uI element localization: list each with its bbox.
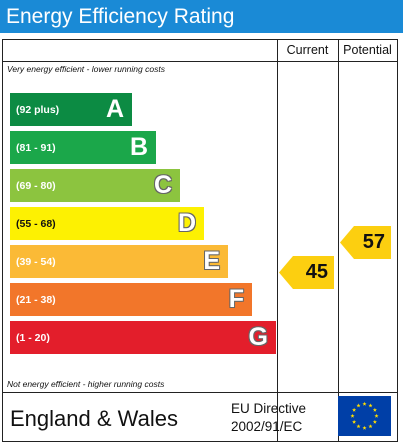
flag-star: [362, 401, 367, 406]
band-range-label: (1 - 20): [16, 331, 50, 344]
band-b: (81 - 91) B: [10, 131, 156, 164]
divider: [3, 61, 397, 62]
band-letter: G: [248, 323, 268, 351]
band-c: (69 - 80) C: [10, 169, 180, 202]
band-g: (1 - 20) G: [10, 321, 276, 354]
potential-rating-value: 57: [362, 231, 385, 253]
band-f: (21 - 38) F: [10, 283, 252, 316]
flag-star: [368, 424, 373, 429]
band-range-label: (69 - 80): [16, 179, 56, 192]
flag-star: [350, 413, 355, 418]
region-label: England & Wales: [10, 406, 178, 431]
band-range-label: (55 - 68): [16, 217, 56, 230]
flag-star: [372, 407, 377, 412]
band-a: (92 plus) A: [10, 93, 132, 126]
band-letter: B: [129, 133, 148, 161]
current-rating-value: 45: [305, 261, 328, 283]
band-letter: C: [153, 171, 172, 199]
band-letter: A: [105, 95, 124, 123]
flag-star: [374, 413, 379, 418]
column-header-current: Current: [286, 43, 329, 57]
page-title: Energy Efficiency Rating: [0, 0, 403, 33]
divider: [338, 40, 339, 441]
divider: [277, 40, 278, 441]
band-letter: D: [177, 209, 196, 237]
band-letter: E: [203, 247, 220, 275]
caption-top: Very energy efficient - lower running co…: [7, 64, 165, 74]
flag-star: [368, 403, 373, 408]
potential-rating-arrow: 57: [340, 226, 391, 259]
column-header-potential: Potential: [343, 43, 392, 57]
flag-star: [356, 403, 361, 408]
directive-line-1: EU Directive: [231, 401, 307, 416]
eu-flag-icon: [338, 396, 391, 436]
band-e: (39 - 54) E: [10, 245, 228, 278]
flag-star: [352, 407, 357, 412]
band-range-label: (21 - 38): [16, 293, 56, 306]
divider: [3, 392, 397, 393]
flag-star: [362, 425, 367, 430]
flag-star: [356, 424, 361, 429]
band-letter: F: [228, 285, 244, 313]
band-range-label: (81 - 91): [16, 141, 56, 154]
directive-line-2: 2002/91/EC: [231, 419, 303, 434]
current-rating-arrow: 45: [279, 256, 334, 289]
band-range-label: (92 plus): [16, 103, 60, 116]
flag-star: [372, 419, 377, 424]
caption-bottom: Not energy efficient - higher running co…: [7, 379, 165, 389]
band-d: (55 - 68) D: [10, 207, 204, 240]
band-range-label: (39 - 54): [16, 255, 56, 268]
flag-star: [352, 419, 357, 424]
rating-table: Current Potential Very energy efficient …: [2, 39, 398, 442]
